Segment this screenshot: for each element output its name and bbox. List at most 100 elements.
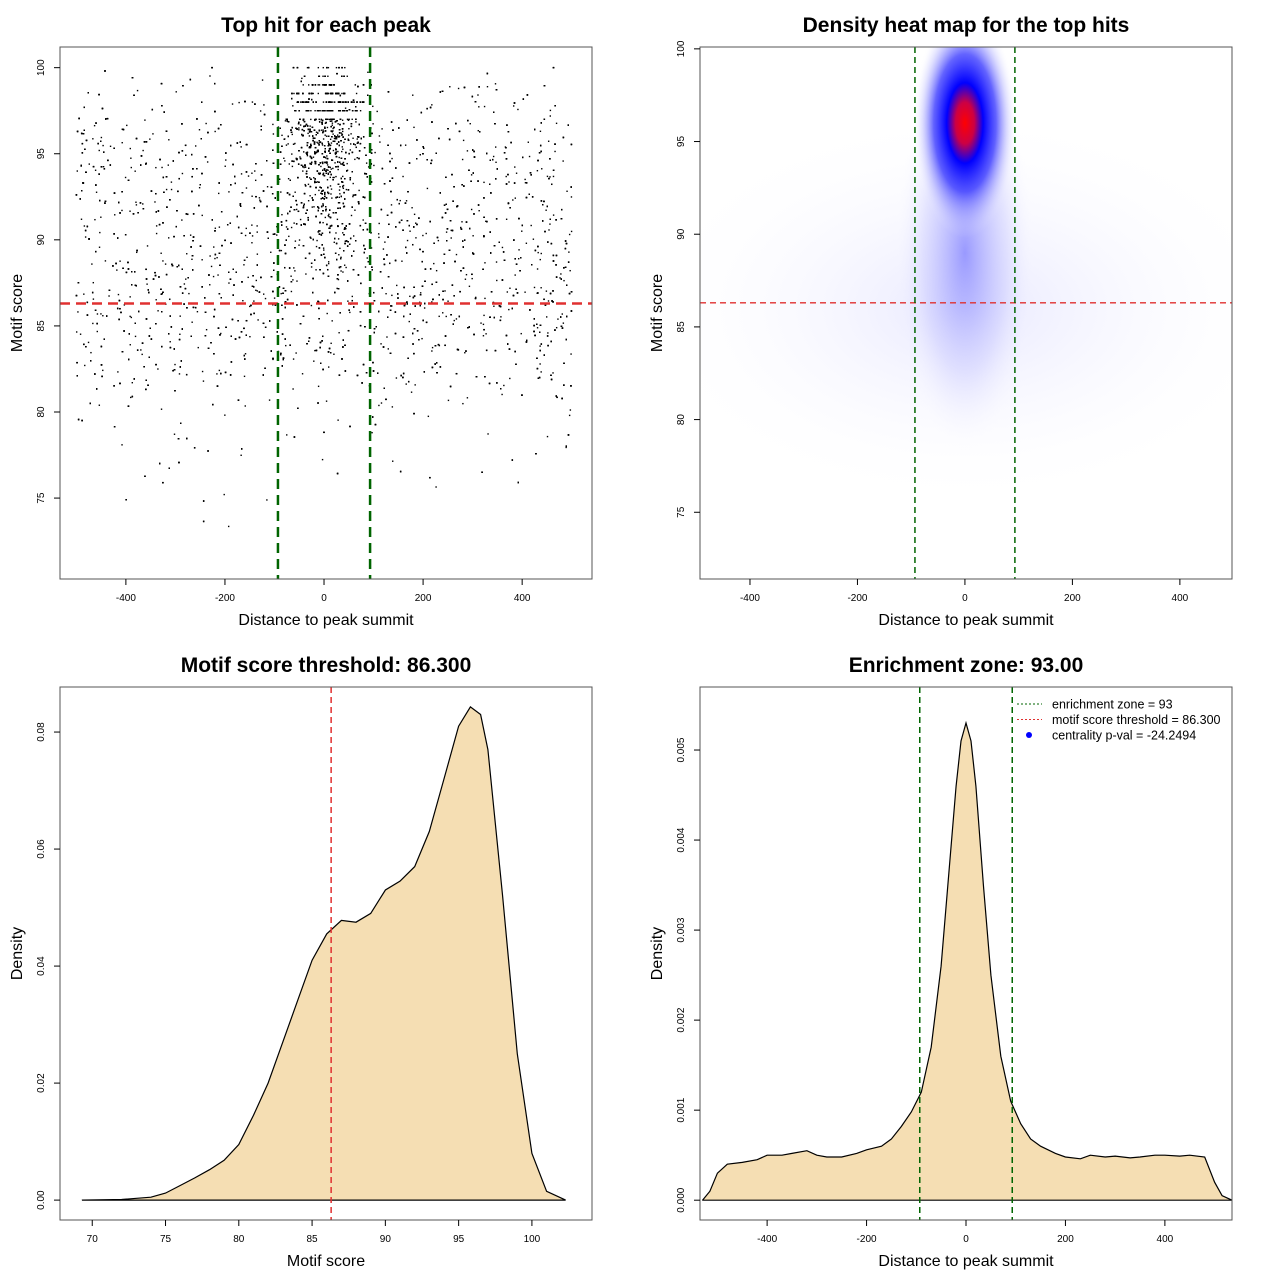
scatter-point xyxy=(327,214,330,217)
scatter-point xyxy=(316,150,318,152)
scatter-point xyxy=(485,333,487,335)
scatter-point xyxy=(568,233,571,236)
scatter-point xyxy=(350,143,352,145)
scatter-point xyxy=(249,335,251,338)
scatter-point xyxy=(347,119,350,121)
scatter-point xyxy=(540,287,542,289)
scatter-point xyxy=(326,179,329,181)
scatter-point xyxy=(569,409,572,411)
scatter-point xyxy=(197,346,199,349)
scatter-point xyxy=(135,251,138,254)
scatter-point xyxy=(76,170,78,172)
scatter-point xyxy=(444,290,446,292)
scatter-point xyxy=(552,372,554,374)
scatter-point xyxy=(536,327,539,329)
scatter-point xyxy=(329,166,331,169)
scatter-point xyxy=(286,434,288,436)
scatter-point xyxy=(285,226,288,228)
scatter-point xyxy=(309,195,311,197)
scatter-point xyxy=(335,120,337,122)
scatter-point xyxy=(253,300,255,302)
scatter-point xyxy=(329,138,332,140)
scatter-point xyxy=(316,110,319,112)
scatter-point xyxy=(244,234,247,237)
scatter-point xyxy=(98,149,100,152)
scatter-point xyxy=(238,101,240,104)
scatter-point xyxy=(313,177,315,179)
scatter-point xyxy=(331,122,334,124)
scatter-point xyxy=(391,157,393,160)
scatter-point xyxy=(333,137,336,140)
scatter-point xyxy=(514,197,517,199)
scatter-point xyxy=(358,189,360,192)
scatter-point xyxy=(189,234,192,236)
scatter-point xyxy=(305,273,307,275)
scatter-point xyxy=(346,169,349,172)
scatter-point xyxy=(126,124,128,127)
scatter-point xyxy=(157,310,159,312)
scatter-point xyxy=(380,343,382,345)
scatter-point xyxy=(129,210,131,212)
scatter-point xyxy=(386,336,388,338)
scatter-point xyxy=(209,75,211,77)
scatter-point xyxy=(179,315,181,317)
scatter-point xyxy=(347,300,349,302)
scatter-point xyxy=(431,346,434,349)
scatter-point xyxy=(114,214,116,216)
scatter-point xyxy=(433,262,435,265)
scatter-point xyxy=(213,246,215,248)
scatter-point xyxy=(453,319,455,322)
scatter-point xyxy=(517,108,519,111)
scatter-point xyxy=(372,105,374,108)
scatter-point xyxy=(100,216,102,218)
scatter-point xyxy=(549,115,551,117)
scatter-point xyxy=(298,239,301,241)
scatter-point xyxy=(209,284,211,286)
scatter-point xyxy=(100,136,103,139)
scatter-point xyxy=(484,297,486,300)
scatter-point xyxy=(332,133,334,135)
scatter-point xyxy=(354,144,357,146)
scatter-point xyxy=(293,92,295,95)
scatter-point xyxy=(102,166,105,168)
scatter-point xyxy=(566,190,568,192)
scatter-point xyxy=(486,85,489,88)
scatter-point xyxy=(317,206,320,209)
scatter-point xyxy=(384,241,386,243)
scatter-point xyxy=(438,344,441,347)
scatter-point xyxy=(322,75,324,77)
scatter-point xyxy=(336,134,339,136)
scatter-point xyxy=(299,156,301,158)
scatter-point xyxy=(209,255,211,257)
scatter-point xyxy=(136,89,139,92)
scatter-point xyxy=(308,135,311,137)
scatter-point xyxy=(121,141,123,144)
scatter-point xyxy=(288,235,290,238)
scatter-point xyxy=(254,170,256,172)
scatter-point xyxy=(340,270,342,272)
scatter-point xyxy=(174,363,176,366)
scatter-point xyxy=(169,341,171,343)
scatter-point xyxy=(385,292,387,295)
scatter-point xyxy=(157,368,159,370)
scatter-point xyxy=(243,264,245,266)
scatter-point xyxy=(540,371,542,373)
scatter-point xyxy=(348,134,350,136)
scatter-point xyxy=(164,263,167,265)
scatter-point xyxy=(100,313,102,315)
scatter-point xyxy=(272,358,274,361)
scatter-point xyxy=(129,396,132,399)
scatter-point xyxy=(304,183,306,186)
scatter-point xyxy=(524,291,526,293)
scatter-point xyxy=(317,92,320,95)
scatter-point xyxy=(483,105,486,108)
scatter-point xyxy=(337,168,339,171)
scatter-point xyxy=(87,341,90,344)
scatter-point xyxy=(354,84,357,86)
scatter-point xyxy=(259,199,261,201)
scatter-point xyxy=(240,454,242,456)
scatter-point xyxy=(338,332,340,334)
scatter-point xyxy=(251,224,253,226)
scatter-point xyxy=(162,260,164,262)
scatter-point xyxy=(324,122,327,125)
